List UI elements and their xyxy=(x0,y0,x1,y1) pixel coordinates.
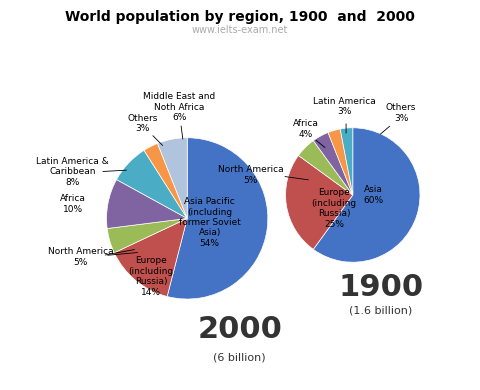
Text: www.ielts-exam.net: www.ielts-exam.net xyxy=(192,25,288,35)
Text: Latin America
3%: Latin America 3% xyxy=(313,97,376,116)
Text: Europe
(including
Russia)
25%: Europe (including Russia) 25% xyxy=(312,188,357,229)
Wedge shape xyxy=(313,133,353,195)
Wedge shape xyxy=(107,218,187,253)
Wedge shape xyxy=(117,150,187,218)
Wedge shape xyxy=(340,128,353,195)
Wedge shape xyxy=(299,141,353,195)
Text: (6 billion): (6 billion) xyxy=(213,352,266,362)
Text: Africa
4%: Africa 4% xyxy=(293,119,319,139)
Text: Europe
(including
Russia)
14%: Europe (including Russia) 14% xyxy=(128,256,173,296)
Text: (1.6 billion): (1.6 billion) xyxy=(349,306,413,316)
Wedge shape xyxy=(114,218,187,296)
Text: 2000: 2000 xyxy=(197,315,282,344)
Text: World population by region, 1900  and  2000: World population by region, 1900 and 200… xyxy=(65,10,415,24)
Text: North America
5%: North America 5% xyxy=(48,247,114,267)
Text: Asia
60%: Asia 60% xyxy=(363,185,383,205)
Wedge shape xyxy=(313,128,420,262)
Text: Middle East and
Noth Africa
6%: Middle East and Noth Africa 6% xyxy=(143,92,215,122)
Wedge shape xyxy=(157,138,187,218)
Text: Asia Pacific
(including
former Soviet
Asia)
54%: Asia Pacific (including former Soviet As… xyxy=(179,197,240,248)
Wedge shape xyxy=(286,156,353,249)
Text: 1900: 1900 xyxy=(338,273,423,302)
Wedge shape xyxy=(328,129,353,195)
Text: Others
3%: Others 3% xyxy=(386,103,416,123)
Text: Africa
10%: Africa 10% xyxy=(60,194,85,214)
Wedge shape xyxy=(107,179,187,229)
Wedge shape xyxy=(167,138,268,299)
Text: Latin America &
Caribbean
8%: Latin America & Caribbean 8% xyxy=(36,157,109,186)
Text: North America
5%: North America 5% xyxy=(218,165,284,184)
Text: Others
3%: Others 3% xyxy=(128,113,158,133)
Wedge shape xyxy=(144,144,187,218)
